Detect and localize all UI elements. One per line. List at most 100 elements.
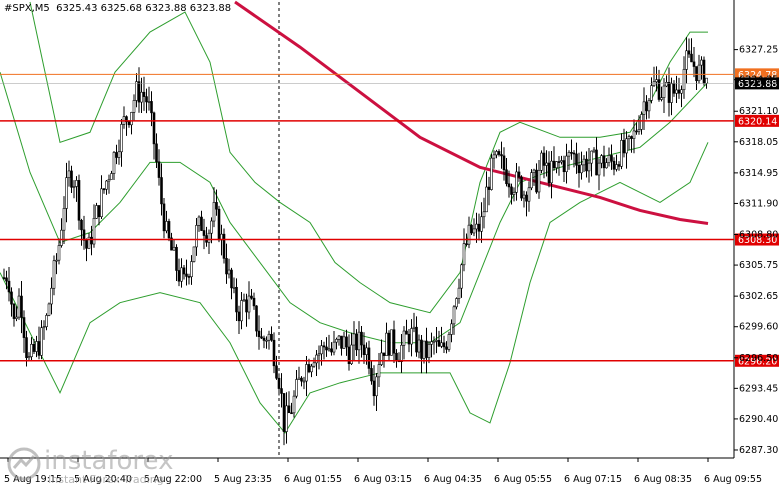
time-tick-label: 5 Aug 20:40 xyxy=(74,474,132,485)
candle-body xyxy=(95,205,98,219)
price-tick-label: 6308.80 xyxy=(739,230,778,241)
price-tick-label: 6293.45 xyxy=(739,383,778,394)
candle-body xyxy=(215,202,218,210)
candle-body xyxy=(700,59,703,66)
candle-body xyxy=(560,160,563,163)
price-tick-label: 6318.05 xyxy=(739,137,778,148)
candle-body xyxy=(325,346,328,351)
candle-body xyxy=(380,352,383,365)
candle-body xyxy=(90,236,93,245)
brand-tagline: Instant Forex Trading xyxy=(48,473,164,486)
candle-body xyxy=(622,140,626,154)
candle-body xyxy=(212,202,216,222)
price-level-tag xyxy=(735,233,779,246)
candle-body xyxy=(392,329,396,354)
candle-body xyxy=(670,83,673,103)
candle-body xyxy=(365,347,368,355)
candle-body xyxy=(127,121,131,126)
candle-body xyxy=(697,64,701,82)
candle-body xyxy=(565,155,568,173)
candle-body xyxy=(485,186,488,213)
candle-body xyxy=(85,240,88,249)
candle-body xyxy=(57,245,61,261)
candle-body xyxy=(430,341,433,345)
candle-body xyxy=(385,332,388,356)
candle-body xyxy=(107,179,111,182)
candle-body xyxy=(347,346,351,364)
candle-body xyxy=(137,81,141,103)
candle-body xyxy=(162,203,166,232)
candle-body xyxy=(305,364,308,382)
candle-body xyxy=(645,101,648,112)
candle-body xyxy=(372,380,376,397)
candle-body xyxy=(22,317,26,338)
candle-body xyxy=(105,180,108,190)
candle-body xyxy=(572,152,576,155)
candle-body xyxy=(552,160,556,169)
candle-body xyxy=(587,162,591,172)
candle-body xyxy=(140,91,143,103)
candle-body xyxy=(62,208,66,231)
candle-body xyxy=(555,161,558,169)
candle-body xyxy=(7,280,11,293)
candle-body xyxy=(170,237,173,251)
candle-body xyxy=(257,330,261,338)
candle-body xyxy=(322,345,326,348)
candle-body xyxy=(60,229,63,246)
candle-body xyxy=(327,348,331,351)
candle-body xyxy=(640,114,643,130)
candle-body xyxy=(615,164,618,170)
candle-body xyxy=(135,81,138,101)
candle-body xyxy=(582,158,586,166)
candle-body xyxy=(682,69,686,91)
candle-body xyxy=(32,343,36,352)
candle-body xyxy=(680,89,683,94)
candle-body xyxy=(507,183,511,188)
candle-body xyxy=(167,221,171,239)
candle-body xyxy=(512,192,516,195)
instaforex-watermark: instaforex Instant Forex Trading xyxy=(2,444,192,488)
candle-body xyxy=(417,339,421,353)
candle-body xyxy=(27,356,31,359)
moving-average-path xyxy=(234,0,709,225)
candle-body xyxy=(607,155,611,163)
candle-body xyxy=(197,216,201,226)
candle-body xyxy=(82,229,86,241)
candle-body xyxy=(317,353,321,356)
candle-body xyxy=(337,335,341,340)
candle-body xyxy=(475,223,478,230)
price-tick-label: 6311.90 xyxy=(739,198,778,209)
candle-body xyxy=(692,61,696,67)
candle-body xyxy=(312,362,316,367)
candle-body xyxy=(437,340,441,347)
candle-body xyxy=(427,344,431,358)
candle-body xyxy=(330,348,333,353)
candle-body xyxy=(345,336,348,348)
ask-price-label: 6324.78 xyxy=(738,70,777,81)
candle-body xyxy=(520,176,523,199)
price-tick-label: 6324.25 xyxy=(739,75,778,86)
candle-body xyxy=(130,112,133,126)
price-level-label: 6308.30 xyxy=(738,235,777,246)
candle-body xyxy=(10,291,13,305)
candle-body xyxy=(420,339,423,359)
candle-body xyxy=(142,91,146,97)
candle-body xyxy=(377,364,381,378)
candle-body xyxy=(332,341,336,353)
candle-body xyxy=(405,330,408,335)
candle-body xyxy=(15,316,18,319)
candle-body xyxy=(592,149,596,152)
candle-body xyxy=(277,377,281,389)
candle-body xyxy=(557,161,561,163)
candle-body xyxy=(550,160,553,184)
candle-body xyxy=(17,295,21,318)
candle-body xyxy=(240,300,243,322)
candle-body xyxy=(627,136,631,140)
candle-body xyxy=(502,155,506,171)
candle-body xyxy=(705,77,708,84)
candle-body xyxy=(227,269,231,275)
symbol-label: #SPX,M5 xyxy=(4,3,50,14)
candle-body xyxy=(185,273,188,277)
